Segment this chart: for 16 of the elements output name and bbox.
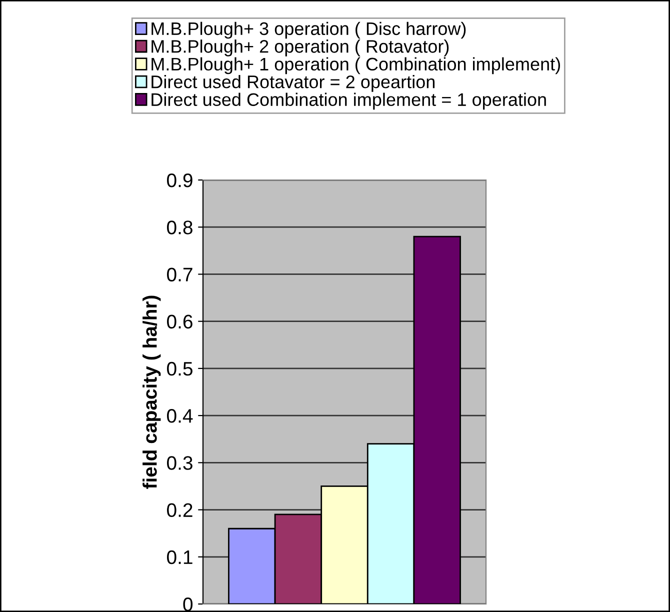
legend-label: M.B.Plough+ 3 operation ( Disc harrow) bbox=[152, 22, 466, 39]
legend-label: Direct used Rotavator = 2 opeartion bbox=[152, 75, 435, 92]
y-tick-label: 0.3 bbox=[167, 456, 192, 470]
y-tick-label: 0 bbox=[183, 597, 193, 612]
y-tick-label: 0.6 bbox=[167, 314, 192, 329]
y-tick-label: 0.5 bbox=[167, 362, 192, 376]
y-tick-label: 0.7 bbox=[167, 268, 192, 282]
y-tick-label: 0.2 bbox=[167, 503, 192, 518]
y-tick-label: 0.4 bbox=[167, 409, 193, 423]
legend-label: M.B.Plough+ 2 operation ( Rotavator) bbox=[152, 40, 449, 56]
y-axis-title: field capacity ( ha/hr) bbox=[142, 296, 161, 489]
legend-label: Direct used Combination implement = 1 operation bbox=[152, 92, 546, 110]
y-tick-label: 0.1 bbox=[167, 550, 192, 564]
legend-label: M.B.Plough+ 1 operation ( Combination implement) bbox=[152, 57, 560, 74]
y-tick-label: 0.8 bbox=[167, 220, 192, 234]
y-tick-label: 0.9 bbox=[167, 173, 192, 188]
